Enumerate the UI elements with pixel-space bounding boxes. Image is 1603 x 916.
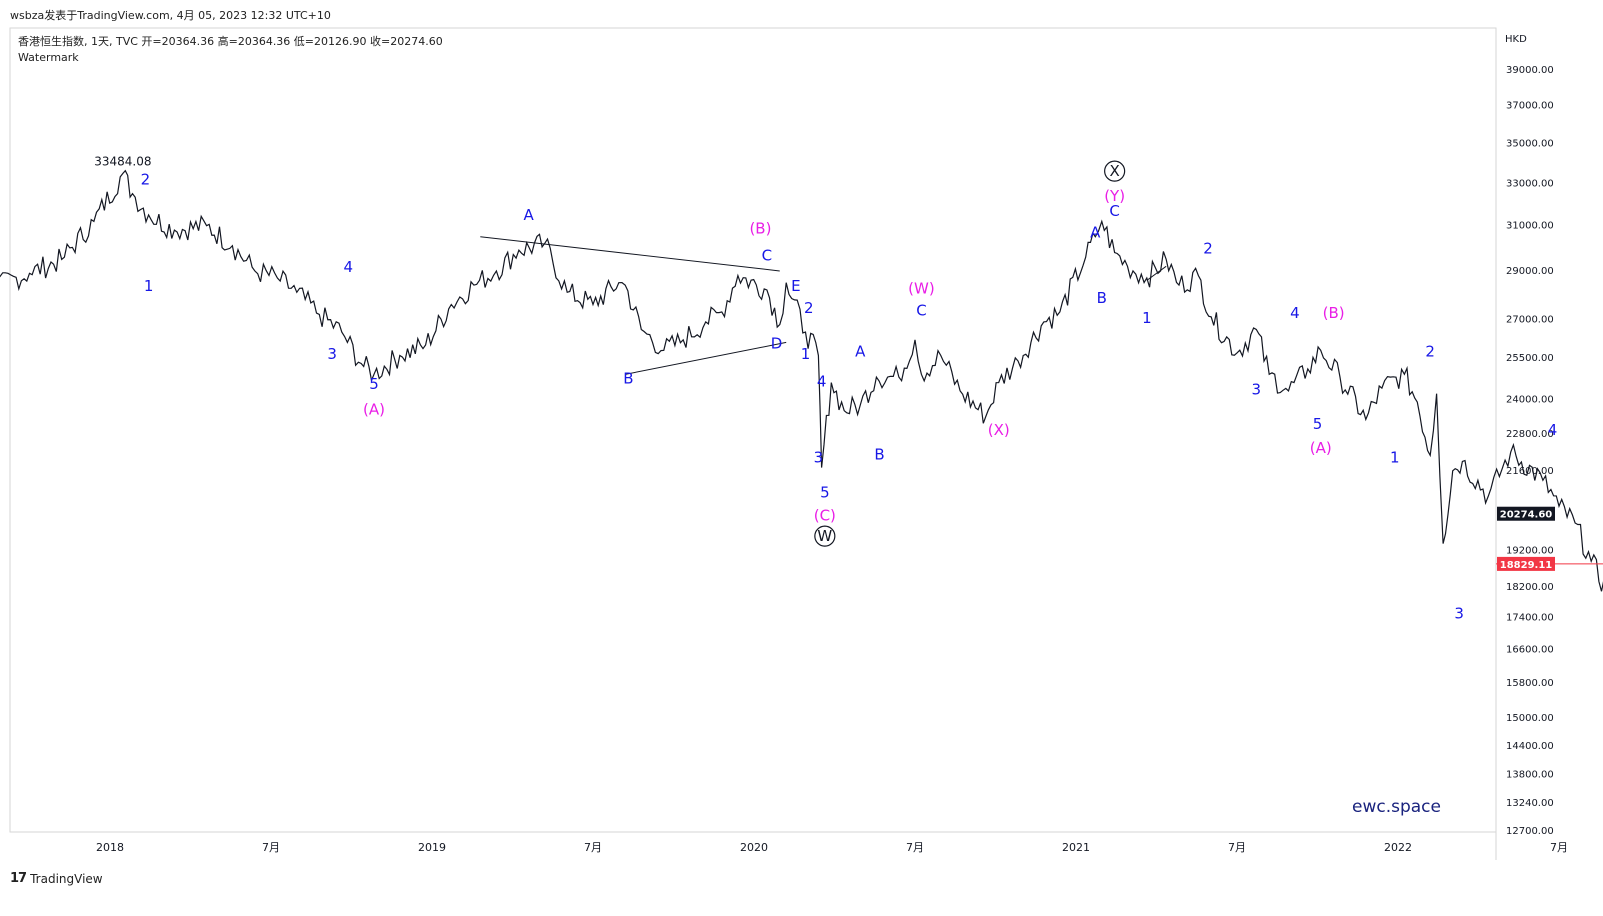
wave-label: B [874, 445, 884, 463]
tradingview-logo-icon: 17 [10, 871, 27, 886]
time-tick-label: 2018 [96, 841, 124, 854]
wave-label: (W) [908, 279, 935, 297]
wave-label: 5 [820, 483, 830, 501]
tradingview-logo-text: TradingView [30, 871, 103, 886]
wave-label-circle [814, 525, 836, 547]
wave-label: C [762, 246, 772, 264]
time-tick-label: 2022 [1384, 841, 1412, 854]
wave-label: A [523, 206, 534, 224]
price-tick-label: 25500.00 [1506, 353, 1554, 364]
last-price-tag [1497, 506, 1555, 521]
wave-label: 1 [801, 345, 811, 363]
wave-label: (A) [363, 401, 385, 419]
trendline[interactable] [625, 341, 787, 375]
time-tick-label: 7月 [1228, 841, 1246, 854]
time-axis[interactable]: 7月20187月20197月20207月20217月20227月20237月20… [0, 841, 1603, 854]
price-tick-label: 31000.00 [1506, 221, 1554, 232]
price-tick-label: 24000.00 [1506, 394, 1554, 405]
price-level-tag-text: 18829.11 [1500, 560, 1553, 571]
watermark-label: Watermark [18, 51, 79, 64]
wave-label: 3 [1454, 604, 1464, 622]
price-axis[interactable]: 12700.00 13240.00 13800.00 14400.00 15000.00… [1506, 65, 1554, 837]
currency-label: HKD [1505, 34, 1527, 45]
price-tick-label: 35000.00 [1506, 138, 1554, 149]
wave-label: 2 [141, 170, 151, 188]
price-tick-label: 18200.00 [1506, 582, 1554, 593]
price-level-tag [1497, 556, 1555, 571]
wave-label: B [623, 370, 633, 388]
wave-label: (Y) [1104, 187, 1125, 205]
wave-label: E [791, 277, 800, 295]
symbol-ohlc-legend[interactable]: 香港恒生指数, 1天, TVC 开=20364.36 高=20364.36 低=… [18, 35, 443, 48]
price-tags: 18829.11 20274.60 [1496, 506, 1603, 571]
trendline[interactable] [480, 236, 780, 272]
price-tick-label: 15800.00 [1506, 678, 1554, 689]
price-tick-label: 33000.00 [1506, 178, 1554, 189]
wave-label: 2 [804, 299, 814, 317]
price-tick-label: 14400.00 [1506, 741, 1554, 752]
time-tick-label: 2021 [1062, 841, 1090, 854]
wave-label: A [1090, 224, 1101, 242]
wave-label: C [916, 301, 926, 319]
wave-label: 3 [814, 448, 824, 466]
tradingview-footer[interactable]: 17 TradingView [10, 871, 103, 886]
time-tick-label: 7月 [1550, 841, 1568, 854]
wave-label-circle [1104, 160, 1126, 182]
wave-label: (X) [988, 421, 1010, 439]
price-tick-label: 17400.00 [1506, 612, 1554, 623]
price-tick-label: 22800.00 [1506, 429, 1554, 440]
brand-watermark: ewc.space [1352, 797, 1441, 817]
wave-label: 3 [327, 345, 337, 363]
wave-label: (C) [814, 507, 836, 525]
price-tick-label: 15000.00 [1506, 713, 1554, 724]
price-tick-label: 37000.00 [1506, 101, 1554, 112]
wave-label: 4 [1290, 304, 1300, 322]
price-tick-label: 13800.00 [1506, 770, 1554, 781]
price-tick-label: 21600.00 [1506, 466, 1554, 477]
chart-pane-border [9, 27, 1497, 833]
wave-label: (A) [1310, 439, 1332, 457]
price-tick-label: 39000.00 [1506, 65, 1554, 76]
wave-label: 2 [1425, 343, 1435, 361]
publish-info: wsbza发表于TradingView.com, 4月 05, 2023 12:… [10, 9, 331, 22]
price-tick-label: 12700.00 [1506, 826, 1554, 837]
wave-label: 1 [144, 277, 154, 295]
time-tick-label: 7月 [584, 841, 602, 854]
last-price-tag-text: 20274.60 [1500, 510, 1553, 521]
peak-price-label: 33484.08 [94, 154, 151, 168]
wave-label: 1 [1142, 309, 1152, 327]
price-tick-label: 27000.00 [1506, 314, 1554, 325]
wave-label: (B) [749, 219, 771, 237]
price-series-line [0, 169, 1603, 592]
price-tick-label: 13240.00 [1506, 798, 1554, 809]
wave-label: 3 [1252, 381, 1262, 399]
trendline[interactable] [1146, 265, 1167, 281]
time-tick-label: 2019 [418, 841, 446, 854]
price-tick-label: 16600.00 [1506, 644, 1554, 655]
time-tick-label: 2020 [740, 841, 768, 854]
wave-label: D [771, 335, 783, 353]
time-tick-label: 7月 [262, 841, 280, 854]
wave-label: 4 [817, 372, 827, 390]
wave-label: A [855, 343, 866, 361]
wave-label: B [1097, 289, 1107, 307]
wave-label: 4 [344, 258, 354, 276]
wave-label: 2 [1203, 239, 1213, 257]
price-tick-label: 19200.00 [1506, 546, 1554, 557]
wave-label: X [1109, 162, 1119, 180]
wave-label: 4 [1548, 421, 1558, 439]
wave-label: 1 [1390, 448, 1400, 466]
price-tick-label: 29000.00 [1506, 266, 1554, 277]
wave-label: W [817, 527, 832, 545]
wave-label: C [1109, 202, 1119, 220]
wave-label: 5 [369, 375, 379, 393]
time-tick-label: 7月 [906, 841, 924, 854]
wave-label: (B) [1323, 304, 1345, 322]
wave-label: 5 [1313, 415, 1323, 433]
